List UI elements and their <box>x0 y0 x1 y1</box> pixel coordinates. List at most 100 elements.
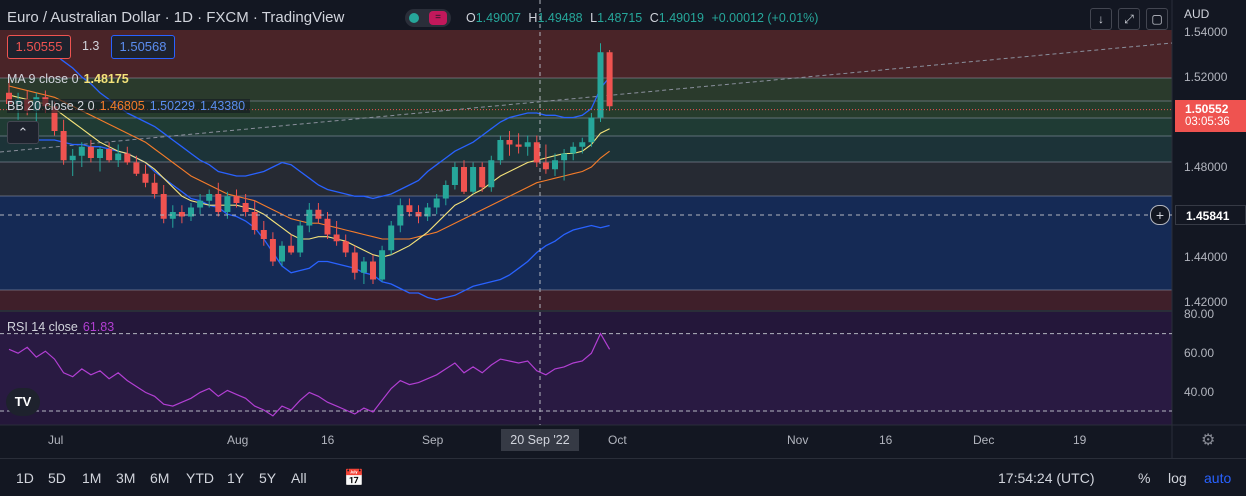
candle-body <box>588 117 595 143</box>
candle-body <box>552 160 558 170</box>
fib-zone-2 <box>0 101 1172 118</box>
bb-lower-value: 1.43380 <box>199 99 246 113</box>
candle-body <box>524 142 531 147</box>
countdown-value: 03:05:36 <box>1185 116 1230 128</box>
fib-zone-1 <box>0 78 1172 101</box>
candle-body <box>197 200 204 208</box>
low-value: 1.48715 <box>597 11 643 25</box>
chart-canvas[interactable] <box>0 0 1246 458</box>
candle-body <box>160 194 167 219</box>
fib-zone-5 <box>0 162 1172 196</box>
candle-body <box>333 234 340 242</box>
open-value: 1.49007 <box>475 11 521 25</box>
ma-legend-label: MA 9 close 0 <box>7 72 79 86</box>
candle-body <box>297 225 304 253</box>
candle-body <box>360 261 367 273</box>
price-tick: 1.54000 <box>1184 25 1228 39</box>
bottom-toolbar: 1D 5D 1M 3M 6M YTD 1Y 5Y All 📅 17:54:24 (UTC) % … <box>0 458 1246 496</box>
percent-toggle[interactable]: % <box>1138 470 1151 486</box>
candle-body <box>215 194 222 212</box>
candle-body <box>351 252 358 273</box>
candle-body <box>269 239 276 262</box>
chevron-down-icon[interactable]: ↓ <box>1090 8 1112 30</box>
rsi-tick: 60.00 <box>1184 346 1215 361</box>
timeframe-button[interactable]: All <box>291 470 307 486</box>
buy-button[interactable]: 1.50568 <box>111 35 175 59</box>
candle-body <box>188 207 194 217</box>
chevron-up-icon[interactable]: ⌃ <box>7 121 39 144</box>
rsi-tick: 40.00 <box>1184 385 1215 400</box>
rsi-legend-value: 61.83 <box>82 320 115 334</box>
timeframe-button[interactable]: 3M <box>116 470 136 486</box>
candlesticks <box>6 43 613 284</box>
auto-toggle[interactable]: auto <box>1204 470 1232 486</box>
fib-retracement-zones <box>0 0 1246 458</box>
candle-body <box>451 167 458 185</box>
candle-body <box>470 167 477 192</box>
current-price-value: 1.50552 <box>1185 102 1229 116</box>
calendar-range-icon[interactable]: 📅 <box>344 470 364 487</box>
rsi-mid-band <box>0 334 1172 412</box>
crosshair-date-tag: 20 Sep '22 <box>501 429 579 451</box>
candle-body <box>388 225 395 251</box>
candle-body <box>597 52 604 118</box>
candle-body <box>288 245 295 253</box>
time-tick: 16 <box>879 433 893 447</box>
rsi-legend[interactable]: RSI 14 close 61.83 <box>7 320 119 334</box>
price-tick: 1.42000 <box>1184 295 1228 309</box>
ma-legend[interactable]: MA 9 close 0 1.48175 <box>7 72 134 86</box>
bb-legend-label: BB 20 close 2 0 <box>7 99 95 113</box>
symbol-title[interactable]: Euro / Australian Dollar · 1D · FXCM · T… <box>7 9 345 26</box>
time-tick: Jul <box>48 433 64 447</box>
candle-body <box>51 106 58 131</box>
currency-label[interactable]: AUD <box>1184 7 1210 21</box>
gear-icon[interactable]: ⚙ <box>1201 432 1216 449</box>
timeframe-button[interactable]: 6M <box>150 470 170 486</box>
timeframe-button[interactable]: 5D <box>48 470 66 486</box>
candle-body <box>415 212 422 217</box>
ma-legend-value: 1.48175 <box>83 72 129 86</box>
rsi-tick: 80.00 <box>1184 307 1215 321</box>
candle-body <box>251 212 258 230</box>
log-toggle[interactable]: log <box>1168 470 1187 486</box>
candle-body <box>342 241 349 253</box>
fullscreen-icon[interactable]: ⤢ <box>1118 8 1140 30</box>
timeframe-button[interactable]: 5Y <box>259 470 277 486</box>
candle-body <box>151 182 158 194</box>
price-tick: 1.44000 <box>1184 250 1228 264</box>
candle-body <box>6 92 12 104</box>
clock[interactable]: 17:54:24 (UTC) <box>998 470 1095 486</box>
timeframe-button[interactable]: 1D <box>16 470 34 486</box>
timeframe-button[interactable]: 1Y <box>227 470 245 486</box>
sell-button[interactable]: 1.50555 <box>7 35 71 59</box>
candle-body <box>533 142 540 163</box>
candle-body <box>306 209 313 226</box>
candle-body <box>379 250 386 280</box>
candle-body <box>606 52 613 107</box>
bb-basis-value: 1.46805 <box>99 99 145 113</box>
grid-lines <box>0 42 1173 412</box>
snapshot-icon[interactable]: ▢ <box>1146 8 1168 30</box>
candle-body <box>506 140 513 145</box>
candle-body <box>224 196 231 212</box>
candle-body <box>542 162 549 170</box>
tradingview-logo[interactable]: TV <box>6 388 40 416</box>
candle-body <box>370 261 376 280</box>
data-equal-icon: = <box>429 11 447 25</box>
candle-body <box>87 146 94 158</box>
rsi-line <box>8 332 611 417</box>
market-status-toggle[interactable]: = <box>405 9 451 27</box>
candle-body <box>133 162 140 174</box>
time-tick: 16 <box>321 433 335 447</box>
bb-legend[interactable]: BB 20 close 2 0 1.46805 1.50229 1.43380 <box>7 99 251 113</box>
timeframe-button[interactable]: 1M <box>82 470 102 486</box>
timeframe-button[interactable]: YTD <box>186 470 214 486</box>
plus-circle-icon[interactable]: + <box>1150 205 1170 225</box>
candle-body <box>488 160 495 188</box>
candle-body <box>78 146 85 156</box>
candle-body <box>97 149 103 158</box>
candle-body <box>479 167 486 188</box>
current-price-tag: 1.50552 03:05:36 <box>1175 100 1246 132</box>
crosshair-price-tag: 1.45841 <box>1175 205 1246 225</box>
candle-body <box>515 144 522 147</box>
